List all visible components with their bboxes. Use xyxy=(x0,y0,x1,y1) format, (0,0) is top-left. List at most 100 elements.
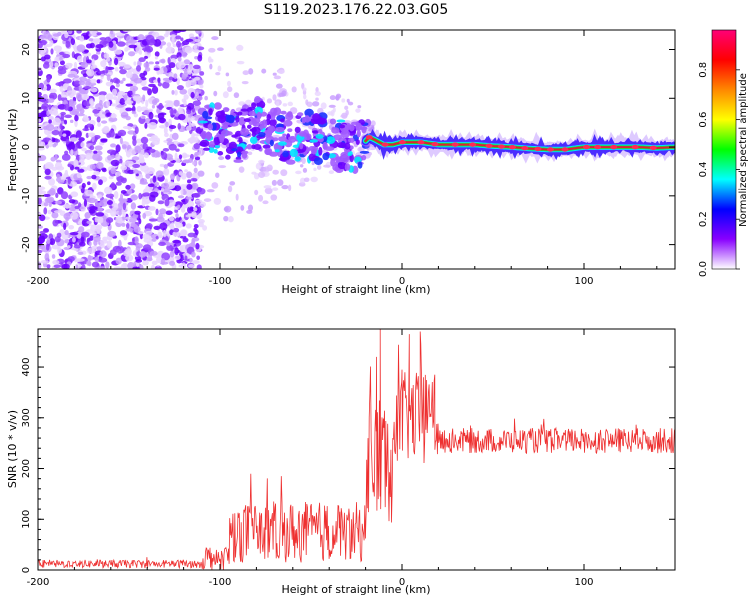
noise-blob xyxy=(120,190,127,194)
noise-blob xyxy=(213,90,218,97)
noise-blob xyxy=(66,245,71,249)
noise-blob xyxy=(127,169,135,174)
noise-blob xyxy=(134,236,139,244)
noise-blob xyxy=(145,99,149,108)
noise-blob xyxy=(148,83,156,88)
noise-blob xyxy=(151,139,160,146)
noise-blob xyxy=(171,89,175,95)
noise-blob xyxy=(235,193,239,201)
noise-blob xyxy=(106,240,113,249)
noise-blob xyxy=(41,102,49,109)
noise-blob xyxy=(142,260,149,266)
noise-blob xyxy=(180,187,184,196)
x-tick-label: -100 xyxy=(209,276,232,287)
signal-peak xyxy=(508,144,516,150)
noise-blob xyxy=(44,61,50,65)
noise-blob xyxy=(133,61,137,66)
noise-blob xyxy=(62,78,72,84)
noise-blob xyxy=(168,216,175,222)
transition-blob xyxy=(304,133,312,141)
noise-blob xyxy=(176,40,182,48)
spectrogram-plot-area xyxy=(38,30,675,269)
noise-blob xyxy=(148,121,158,130)
noise-blob xyxy=(312,101,320,107)
noise-blob xyxy=(197,187,206,195)
noise-blob xyxy=(85,189,94,197)
noise-blob xyxy=(85,132,89,139)
noise-blob xyxy=(158,212,163,220)
noise-blob xyxy=(287,101,294,107)
noise-blob xyxy=(120,165,128,171)
noise-blob xyxy=(186,183,193,190)
transition-blob xyxy=(331,127,340,134)
colorbar-gradient xyxy=(711,29,737,270)
noise-blob xyxy=(125,83,134,87)
signal-peak xyxy=(546,147,554,152)
noise-blob xyxy=(355,108,361,113)
noise-blob xyxy=(108,60,112,66)
signal-peak xyxy=(451,142,459,147)
noise-blob xyxy=(177,143,185,148)
noise-blob xyxy=(81,218,90,227)
spectrogram-frame xyxy=(37,29,676,270)
noise-blob xyxy=(258,171,266,178)
noise-blob xyxy=(123,234,128,241)
figure-title: S119.2023.176.22.03.G05 xyxy=(264,2,449,18)
noise-blob xyxy=(188,264,195,268)
noise-blob xyxy=(119,80,124,84)
noise-blob xyxy=(72,237,76,243)
noise-blob xyxy=(90,65,96,70)
noise-blob xyxy=(58,51,65,56)
noise-blob xyxy=(83,86,92,90)
transition-blob xyxy=(225,154,231,160)
noise-blob xyxy=(193,48,200,53)
noise-blob xyxy=(97,122,102,127)
noise-blob xyxy=(127,130,136,135)
noise-blob xyxy=(138,251,147,258)
noise-blob xyxy=(96,79,101,84)
transition-blob xyxy=(221,124,228,130)
noise-blob xyxy=(101,127,110,133)
noise-blob xyxy=(306,101,313,108)
noise-blob xyxy=(105,65,109,74)
noise-blob xyxy=(142,192,151,197)
noise-blob xyxy=(174,208,179,213)
noise-blob xyxy=(65,130,71,137)
transition-blob xyxy=(269,118,277,127)
noise-blob xyxy=(168,157,174,162)
signal-peak xyxy=(534,146,542,152)
noise-blob xyxy=(132,87,136,96)
noise-blob xyxy=(48,140,53,148)
noise-blob xyxy=(135,259,143,263)
noise-blob xyxy=(67,73,76,78)
noise-blob xyxy=(328,104,336,108)
noise-blob xyxy=(154,266,161,269)
transition-blob xyxy=(238,116,246,126)
snr-plot-area xyxy=(38,329,675,570)
noise-blob xyxy=(126,188,132,195)
noise-blob xyxy=(187,69,192,75)
noise-blob xyxy=(78,80,86,86)
noise-blob xyxy=(168,62,176,69)
transition-blob xyxy=(336,142,347,149)
noise-blob xyxy=(131,156,140,161)
noise-blob xyxy=(110,113,117,119)
noise-blob xyxy=(51,244,60,250)
noise-blob xyxy=(141,86,149,91)
noise-blob xyxy=(145,230,153,236)
noise-blob xyxy=(57,94,62,101)
noise-blob xyxy=(93,170,101,176)
noise-blob xyxy=(113,57,119,66)
noise-blob xyxy=(187,102,195,110)
noise-blob xyxy=(77,168,85,173)
noise-blob xyxy=(247,151,253,156)
noise-blob xyxy=(130,194,138,201)
noise-blob xyxy=(51,254,56,259)
noise-blob xyxy=(183,59,191,65)
noise-blob xyxy=(160,58,166,64)
transition-blob xyxy=(322,118,327,124)
noise-blob xyxy=(193,44,198,50)
noise-blob xyxy=(139,72,146,79)
noise-blob xyxy=(86,260,91,266)
